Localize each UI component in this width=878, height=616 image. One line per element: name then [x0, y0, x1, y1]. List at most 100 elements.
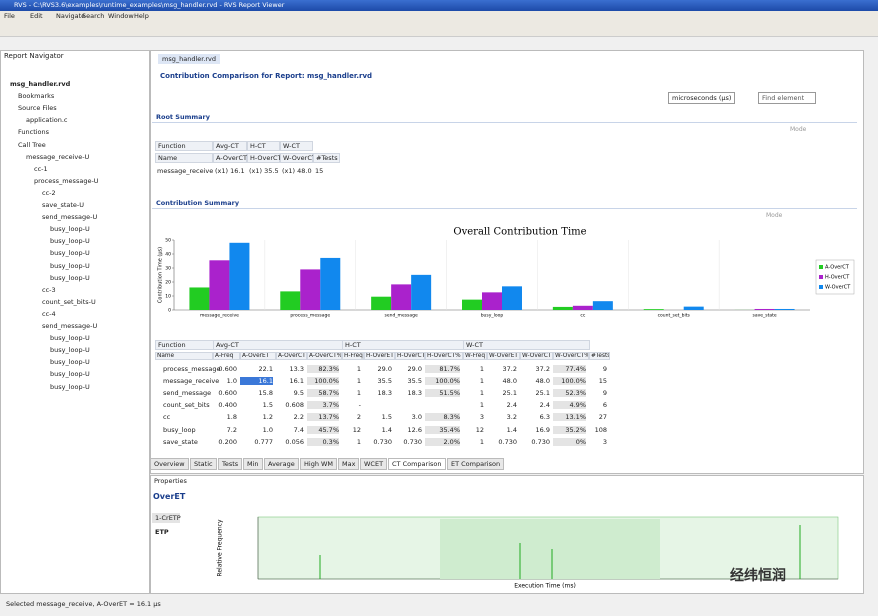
column-header: W-OverCT — [520, 352, 553, 360]
cell: 1 — [479, 389, 484, 398]
cell: message_receive — [157, 167, 214, 175]
properties-tab[interactable]: ETP — [155, 528, 169, 536]
tab[interactable]: High WM — [300, 458, 338, 470]
bar — [462, 299, 482, 310]
tab[interactable]: Overview — [150, 458, 189, 470]
tree-item[interactable]: busy_loop-U — [50, 358, 90, 367]
tree-item[interactable]: application.c — [26, 116, 68, 125]
cell: 1 — [356, 377, 361, 386]
bar — [209, 260, 230, 310]
status-bar: Selected message_receive, A-OverET = 16.… — [6, 600, 161, 608]
cell: 2.4 — [539, 401, 550, 410]
cell: 1.5 — [262, 401, 273, 410]
bar — [280, 291, 301, 310]
cell: 108 — [594, 425, 607, 434]
cell: 2.0% — [425, 437, 460, 446]
tree-item[interactable]: cc-1 — [34, 164, 48, 173]
cell: 25.1 — [502, 389, 517, 398]
group-header: Function — [155, 141, 213, 151]
find-box[interactable]: Find element — [758, 92, 816, 104]
tree-item[interactable]: busy_loop-U — [50, 273, 90, 282]
tree-item[interactable]: Source Files — [18, 104, 57, 113]
section-title: Root Summary — [156, 113, 210, 121]
tree-item[interactable]: busy_loop-U — [50, 249, 90, 258]
cell: 3 — [479, 413, 484, 422]
cell: 2 — [356, 413, 361, 422]
column-header: H-OverET — [364, 352, 395, 360]
cell: 51.5% — [425, 389, 460, 398]
editor-panel — [150, 50, 864, 474]
menu-item[interactable]: Edit — [30, 12, 43, 20]
menu-item[interactable]: Help — [134, 12, 149, 20]
cell: 0.400 — [218, 401, 237, 410]
tree-item[interactable]: busy_loop-U — [50, 237, 90, 246]
cell: 0.730 — [531, 437, 550, 446]
x-tick-label: count_set_bits — [658, 313, 691, 319]
cell: 1.2 — [262, 413, 273, 422]
menu-item[interactable]: Window — [108, 12, 134, 20]
tree-item[interactable]: Functions — [18, 128, 50, 137]
tree-item[interactable]: busy_loop-U — [50, 334, 90, 343]
tab[interactable]: ET Comparison — [447, 458, 505, 470]
tree-item[interactable]: busy_loop-U — [50, 261, 90, 270]
menu-item[interactable]: Search — [82, 12, 105, 20]
cell: 35.5 — [407, 377, 422, 386]
tree-item[interactable]: send_message-U — [42, 213, 98, 222]
group-header: H-CT — [247, 141, 280, 151]
column-header: H-OverCT — [395, 352, 425, 360]
legend-swatch — [819, 275, 823, 279]
tab[interactable]: Max — [338, 458, 360, 470]
column-header: H-OverCT% — [425, 352, 463, 360]
bar — [774, 308, 795, 310]
group-header: Function — [155, 340, 214, 350]
cell: 100.0% — [425, 377, 460, 386]
bar — [189, 287, 210, 310]
units-dropdown[interactable]: microseconds (µs) — [668, 92, 736, 104]
tab[interactable]: WCET — [360, 458, 388, 470]
tree-item[interactable]: save_state-U — [42, 201, 85, 209]
menu-item[interactable]: File — [4, 12, 15, 20]
cell: 16.1 — [240, 377, 273, 386]
cell: busy_loop — [163, 425, 196, 434]
tree-item[interactable]: busy_loop-U — [50, 346, 90, 355]
tab[interactable]: Static — [190, 458, 217, 470]
y-axis-label: Relative Frequency — [217, 519, 224, 577]
tab[interactable]: Tests — [218, 458, 243, 470]
properties-title: OverET — [153, 492, 186, 501]
tree-item[interactable]: count_set_bits-U — [42, 297, 96, 306]
bar — [592, 301, 613, 310]
tree-item[interactable]: send_message-U — [42, 322, 98, 330]
chart-title: Overall Contribution Time — [453, 227, 586, 238]
column-header: #Tests — [313, 153, 340, 163]
menu-item[interactable]: Navigate — [56, 12, 86, 20]
cell: 81.7% — [425, 365, 460, 373]
tree-item[interactable]: busy_loop-U — [50, 225, 90, 234]
cell: 0.730 — [498, 437, 517, 446]
properties-tab[interactable]: 1-CrETP — [152, 513, 181, 523]
title-bar — [0, 0, 878, 11]
cell: 12 — [352, 425, 361, 434]
tree-item[interactable]: cc-2 — [42, 188, 56, 197]
tree-item[interactable]: message_receive-U — [26, 152, 90, 161]
tree-item[interactable]: Call Tree — [18, 140, 46, 149]
column-header: #Tests — [589, 352, 610, 360]
cell: count_set_bits — [163, 401, 210, 410]
cell: (x1) 48.0 — [282, 167, 312, 175]
group-header: W-CT — [280, 141, 313, 151]
legend-label: H-OverCT — [825, 275, 850, 281]
tree-item[interactable]: busy_loop-U — [50, 382, 90, 391]
tree-item[interactable]: Bookmarks — [18, 92, 55, 101]
cell: 1 — [479, 377, 484, 386]
tab[interactable]: CT Comparison — [388, 458, 446, 470]
tree-item[interactable]: process_message-U — [34, 176, 99, 185]
x-tick-label: cc — [580, 314, 585, 319]
tab[interactable]: Average — [264, 458, 299, 470]
tree-item[interactable]: busy_loop-U — [50, 370, 90, 379]
tree-item[interactable]: cc-4 — [42, 309, 56, 318]
tab[interactable]: Min — [243, 458, 263, 470]
cell: 18.3 — [407, 389, 422, 398]
editor-tab[interactable]: msg_handler.rvd — [158, 54, 221, 64]
section-title: Contribution Summary — [156, 199, 240, 207]
tree-item[interactable]: msg_handler.rvd — [10, 80, 71, 88]
tree-item[interactable]: cc-3 — [42, 285, 56, 294]
